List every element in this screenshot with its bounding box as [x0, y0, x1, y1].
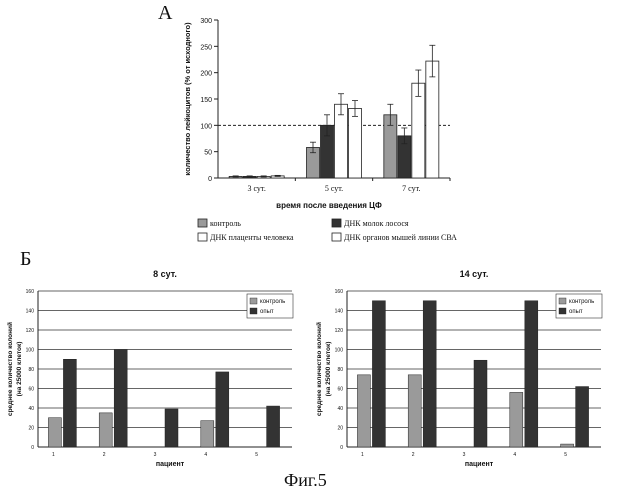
bar [99, 413, 112, 447]
bar [525, 301, 538, 447]
legend-swatch [332, 233, 341, 241]
legend-label: ДНК молок лосося [344, 219, 409, 228]
x-axis-label: пациент [465, 461, 494, 468]
bar [165, 409, 178, 447]
y-tick-label: 0 [340, 445, 343, 451]
y-tick-label: 300 [200, 18, 212, 25]
y-tick-label: 40 [337, 406, 343, 412]
bar [423, 301, 436, 447]
y-tick-label: 100 [26, 348, 35, 354]
bar [412, 83, 425, 178]
bar [48, 418, 61, 447]
y-tick-label: 80 [337, 367, 343, 373]
chart-title: 14 сут. [460, 269, 489, 279]
chart-title: 8 сут. [153, 269, 177, 279]
y-tick-label: 160 [335, 289, 344, 295]
x-tick-label: 3 [154, 452, 157, 458]
y-tick-label: 120 [335, 328, 344, 334]
bar [216, 372, 229, 447]
figure-caption: Фиг.5 [284, 470, 327, 491]
bar [372, 301, 385, 447]
bar [408, 375, 421, 447]
bar [267, 406, 280, 447]
y-axis-label: среднее количество колоний [6, 322, 14, 416]
y-tick-label: 200 [200, 71, 212, 78]
y-tick-label: 20 [337, 426, 343, 432]
bar [63, 359, 76, 447]
legend-swatch [198, 233, 207, 241]
legend-swatch [250, 308, 257, 314]
chart-b-8-days: 8 сут. 0 20 40 60 80 100 120 140 160 1 2 3 4 5 пациент с… [0, 262, 309, 472]
y-tick-label: 100 [335, 348, 344, 354]
x-tick-label: 2 [103, 452, 106, 458]
y-tick-label: 150 [200, 97, 212, 104]
y-tick-label: 120 [26, 328, 35, 334]
y-tick-label: 60 [28, 387, 34, 393]
legend-swatch [332, 219, 341, 227]
x-tick-label: 5 [564, 452, 567, 458]
x-tick-label: 1 [361, 452, 364, 458]
bar [426, 61, 439, 178]
y-tick-label: 160 [26, 289, 35, 295]
y-tick-label: 80 [28, 367, 34, 373]
bar [357, 375, 370, 447]
x-tick-label: 2 [412, 452, 415, 458]
legend-label: опыт [569, 309, 583, 315]
y-tick-label: 0 [208, 176, 212, 183]
y-axis-label-line2: (на 25000 клеток) [325, 342, 332, 397]
bar [474, 360, 487, 447]
bar [114, 350, 127, 448]
chart-b-14-days: 14 сут. 0 20 40 60 80 100 120 140 160 1 2 3 4 5 пациент… [309, 262, 618, 472]
bar [349, 108, 362, 178]
x-tick-label: 3 сут. [247, 184, 265, 193]
y-tick-label: 40 [28, 406, 34, 412]
x-tick-label: 4 [513, 452, 516, 458]
bar [510, 392, 523, 447]
x-tick-label: 1 [52, 452, 55, 458]
x-axis-label: пациент [156, 461, 185, 468]
chart-a: 0 50 100 150 200 250 300 3 сут. 5 сут. 7 сут. врем… [0, 0, 618, 250]
y-tick-label: 140 [335, 309, 344, 315]
legend-swatch [198, 219, 207, 227]
y-tick-label: 100 [200, 123, 212, 130]
y-axis-label: среднее количество колоний [315, 322, 323, 416]
y-tick-label: 20 [28, 426, 34, 432]
legend-label: ДНК органов мышей линии СВА [344, 233, 457, 242]
y-tick-label: 0 [31, 445, 34, 451]
legend-label: контроль [210, 219, 241, 228]
bar [201, 421, 214, 447]
legend-label: опыт [260, 309, 274, 315]
x-tick-label: 5 сут. [325, 184, 343, 193]
legend-label: контроль [569, 299, 594, 305]
x-tick-label: 7 сут. [402, 184, 420, 193]
x-tick-label: 3 [463, 452, 466, 458]
y-axis-label: количество лейкоцитов (% от исходного) [183, 22, 192, 176]
y-tick-label: 60 [337, 387, 343, 393]
legend-label: ДНК плаценты человека [210, 233, 294, 242]
x-tick-label: 5 [255, 452, 258, 458]
y-tick-label: 140 [26, 309, 35, 315]
legend-swatch [250, 298, 257, 304]
bar [561, 444, 574, 447]
legend-swatch [559, 298, 566, 304]
y-tick-label: 50 [204, 150, 212, 157]
x-axis-label: время после введения ЦФ [276, 201, 382, 210]
y-axis-label-line2: (на 25000 клеток) [16, 342, 23, 397]
legend-swatch [559, 308, 566, 314]
bar [576, 387, 589, 447]
bar [335, 104, 348, 178]
y-tick-label: 250 [200, 44, 212, 51]
x-tick-label: 4 [204, 452, 207, 458]
legend-label: контроль [260, 299, 285, 305]
